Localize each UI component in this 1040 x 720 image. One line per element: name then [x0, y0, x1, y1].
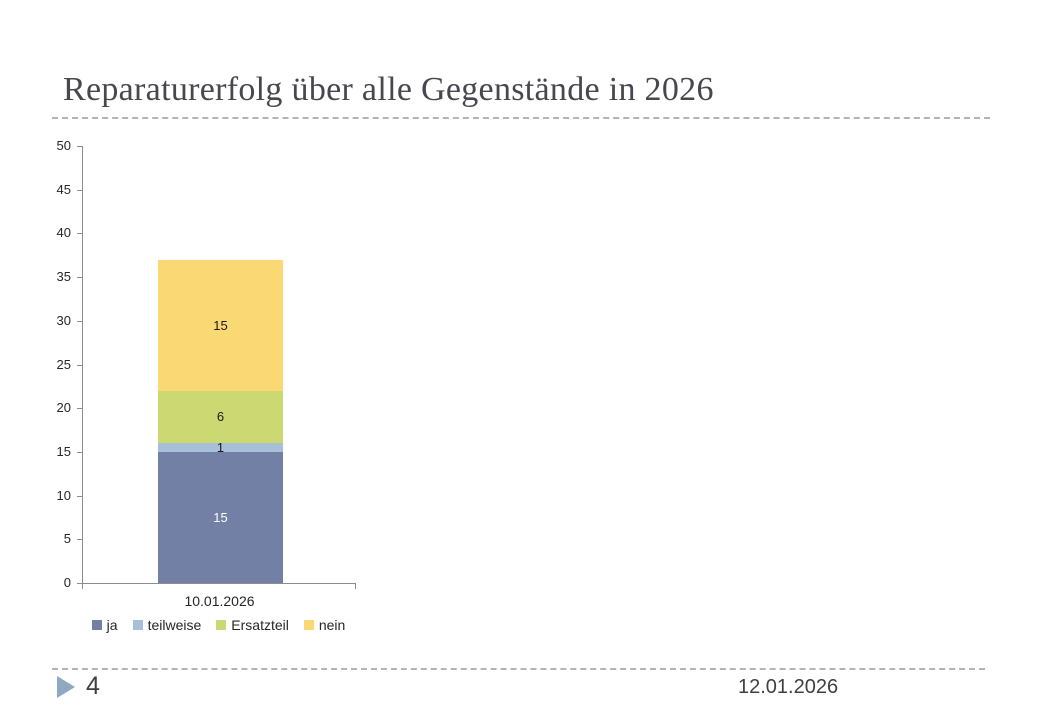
- title-divider: [52, 117, 990, 119]
- y-axis-tick-label: 45: [56, 181, 71, 197]
- y-axis-tick-label: 10: [56, 487, 71, 503]
- data-label-teilweise: 1: [216, 440, 225, 456]
- page-number-group: 4: [57, 672, 100, 701]
- slide-title: Reparaturerfolg über alle Gegenstände in…: [63, 71, 714, 108]
- legend-swatch-teilweise: [132, 620, 143, 630]
- y-axis-tick: [77, 408, 82, 410]
- data-label-nein: 15: [213, 317, 228, 333]
- legend-item-teilweise: teilweise: [132, 617, 202, 633]
- y-axis-tick-label: 5: [63, 531, 71, 547]
- legend-label-Ersatzteil: Ersatzteil: [231, 617, 289, 633]
- y-axis-tick: [77, 146, 82, 147]
- y-axis-tick: [77, 539, 82, 541]
- footer-divider: [52, 668, 985, 670]
- y-axis-tick: [77, 277, 82, 279]
- x-axis-category-label: 10.01.2026: [184, 593, 255, 609]
- y-axis-tick: [77, 451, 82, 453]
- y-axis-tick-label: 30: [56, 312, 71, 328]
- y-axis-tick: [77, 233, 82, 235]
- y-axis-tick: [77, 189, 82, 191]
- x-axis-tick: [82, 584, 83, 589]
- legend-swatch-ja: [91, 620, 102, 630]
- bar-segment-teilweise: 1: [158, 440, 283, 456]
- legend-label-teilweise: teilweise: [147, 617, 202, 633]
- data-label-Ersatzteil: 6: [216, 409, 225, 425]
- chart-legend: ja teilweise Ersatzteil nein: [82, 617, 355, 633]
- y-axis-tick: [77, 320, 82, 322]
- repair-success-chart: 0 5 10 15 20 25 30 35 40 45 50 15 6 1 15 10.01.2026 ja…: [57, 138, 356, 646]
- legend-swatch-Ersatzteil: [216, 620, 227, 630]
- data-label-ja: 15: [213, 509, 228, 525]
- legend-item-Ersatzteil: Ersatzteil: [216, 617, 289, 633]
- legend-item-nein: nein: [303, 617, 346, 633]
- page-number: 4: [86, 672, 100, 700]
- y-axis-tick-label: 40: [56, 225, 71, 241]
- x-axis-tick: [355, 584, 356, 589]
- y-axis-tick: [77, 495, 82, 497]
- y-axis-tick-label: 35: [56, 269, 71, 285]
- bar-segment-ja: 15: [158, 451, 283, 583]
- legend-item-ja: ja: [91, 617, 118, 633]
- stacked-bar: 15 6 1 15: [158, 259, 283, 583]
- plot-area: 0 5 10 15 20 25 30 35 40 45 50 15 6 1 15: [57, 138, 356, 590]
- legend-swatch-nein: [303, 620, 314, 630]
- footer-date: 12.01.2026: [738, 676, 839, 698]
- bar-segment-nein: 15: [158, 259, 283, 391]
- legend-label-nein: nein: [318, 617, 346, 633]
- y-axis-tick-label: 20: [56, 400, 71, 416]
- y-axis-tick-label: 25: [56, 356, 71, 372]
- y-axis-tick-label: 15: [56, 443, 71, 459]
- slide-pointer-icon: [57, 675, 75, 698]
- legend-label-ja: ja: [106, 617, 118, 633]
- y-axis-tick-label: 0: [63, 575, 71, 590]
- y-axis-tick: [77, 364, 82, 366]
- y-axis-tick: [77, 583, 82, 584]
- y-axis-tick-label: 50: [56, 138, 71, 153]
- bar-segment-Ersatzteil: 6: [158, 390, 283, 444]
